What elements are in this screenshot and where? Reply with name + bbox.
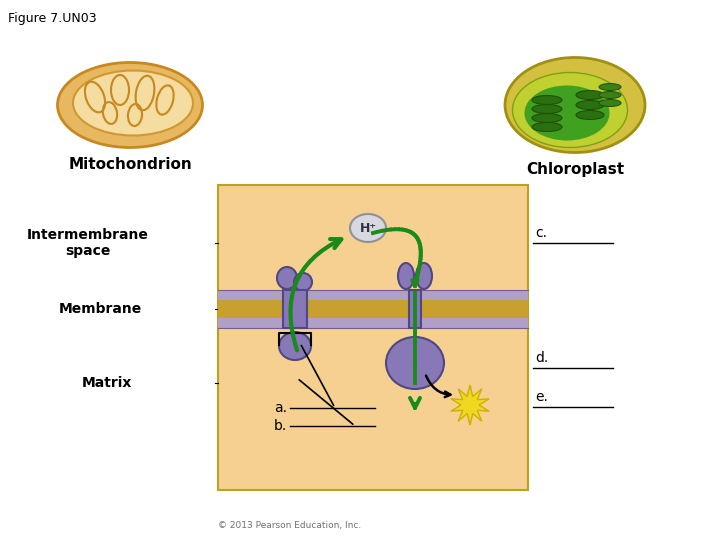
Bar — [218, 300, 528, 318]
Ellipse shape — [505, 57, 645, 152]
Ellipse shape — [576, 111, 604, 119]
Text: d.: d. — [535, 351, 548, 365]
Text: e.: e. — [535, 390, 548, 404]
Text: b.: b. — [274, 419, 287, 433]
Text: Figure 7.UN03: Figure 7.UN03 — [8, 12, 96, 25]
Ellipse shape — [386, 337, 444, 389]
Text: Membrane: Membrane — [58, 302, 142, 316]
Polygon shape — [451, 385, 489, 425]
Ellipse shape — [576, 100, 604, 110]
Ellipse shape — [58, 63, 202, 147]
Ellipse shape — [294, 273, 312, 291]
Ellipse shape — [350, 214, 386, 242]
Text: H⁺: H⁺ — [359, 222, 377, 235]
Ellipse shape — [279, 332, 311, 360]
Text: Mitochondrion: Mitochondrion — [68, 157, 192, 172]
Ellipse shape — [532, 96, 562, 105]
Ellipse shape — [73, 71, 193, 136]
Bar — [409, 290, 421, 328]
Ellipse shape — [398, 263, 414, 289]
Ellipse shape — [576, 91, 604, 99]
Bar — [283, 290, 307, 328]
Ellipse shape — [599, 99, 621, 106]
Text: Intermembrane
space: Intermembrane space — [27, 228, 149, 258]
Ellipse shape — [599, 91, 621, 98]
Ellipse shape — [513, 72, 628, 147]
FancyArrowPatch shape — [290, 239, 341, 350]
Text: c.: c. — [535, 226, 547, 240]
Bar — [218, 318, 528, 328]
Bar — [218, 185, 528, 490]
Text: Matrix: Matrix — [82, 376, 132, 390]
Ellipse shape — [524, 85, 610, 140]
Ellipse shape — [532, 123, 562, 132]
Ellipse shape — [416, 263, 432, 289]
Text: a.: a. — [274, 401, 287, 415]
Ellipse shape — [599, 84, 621, 91]
Bar — [218, 290, 528, 300]
Ellipse shape — [277, 267, 297, 289]
Text: Chloroplast: Chloroplast — [526, 162, 624, 177]
Ellipse shape — [532, 105, 562, 113]
Ellipse shape — [532, 113, 562, 123]
Text: © 2013 Pearson Education, Inc.: © 2013 Pearson Education, Inc. — [218, 521, 361, 530]
